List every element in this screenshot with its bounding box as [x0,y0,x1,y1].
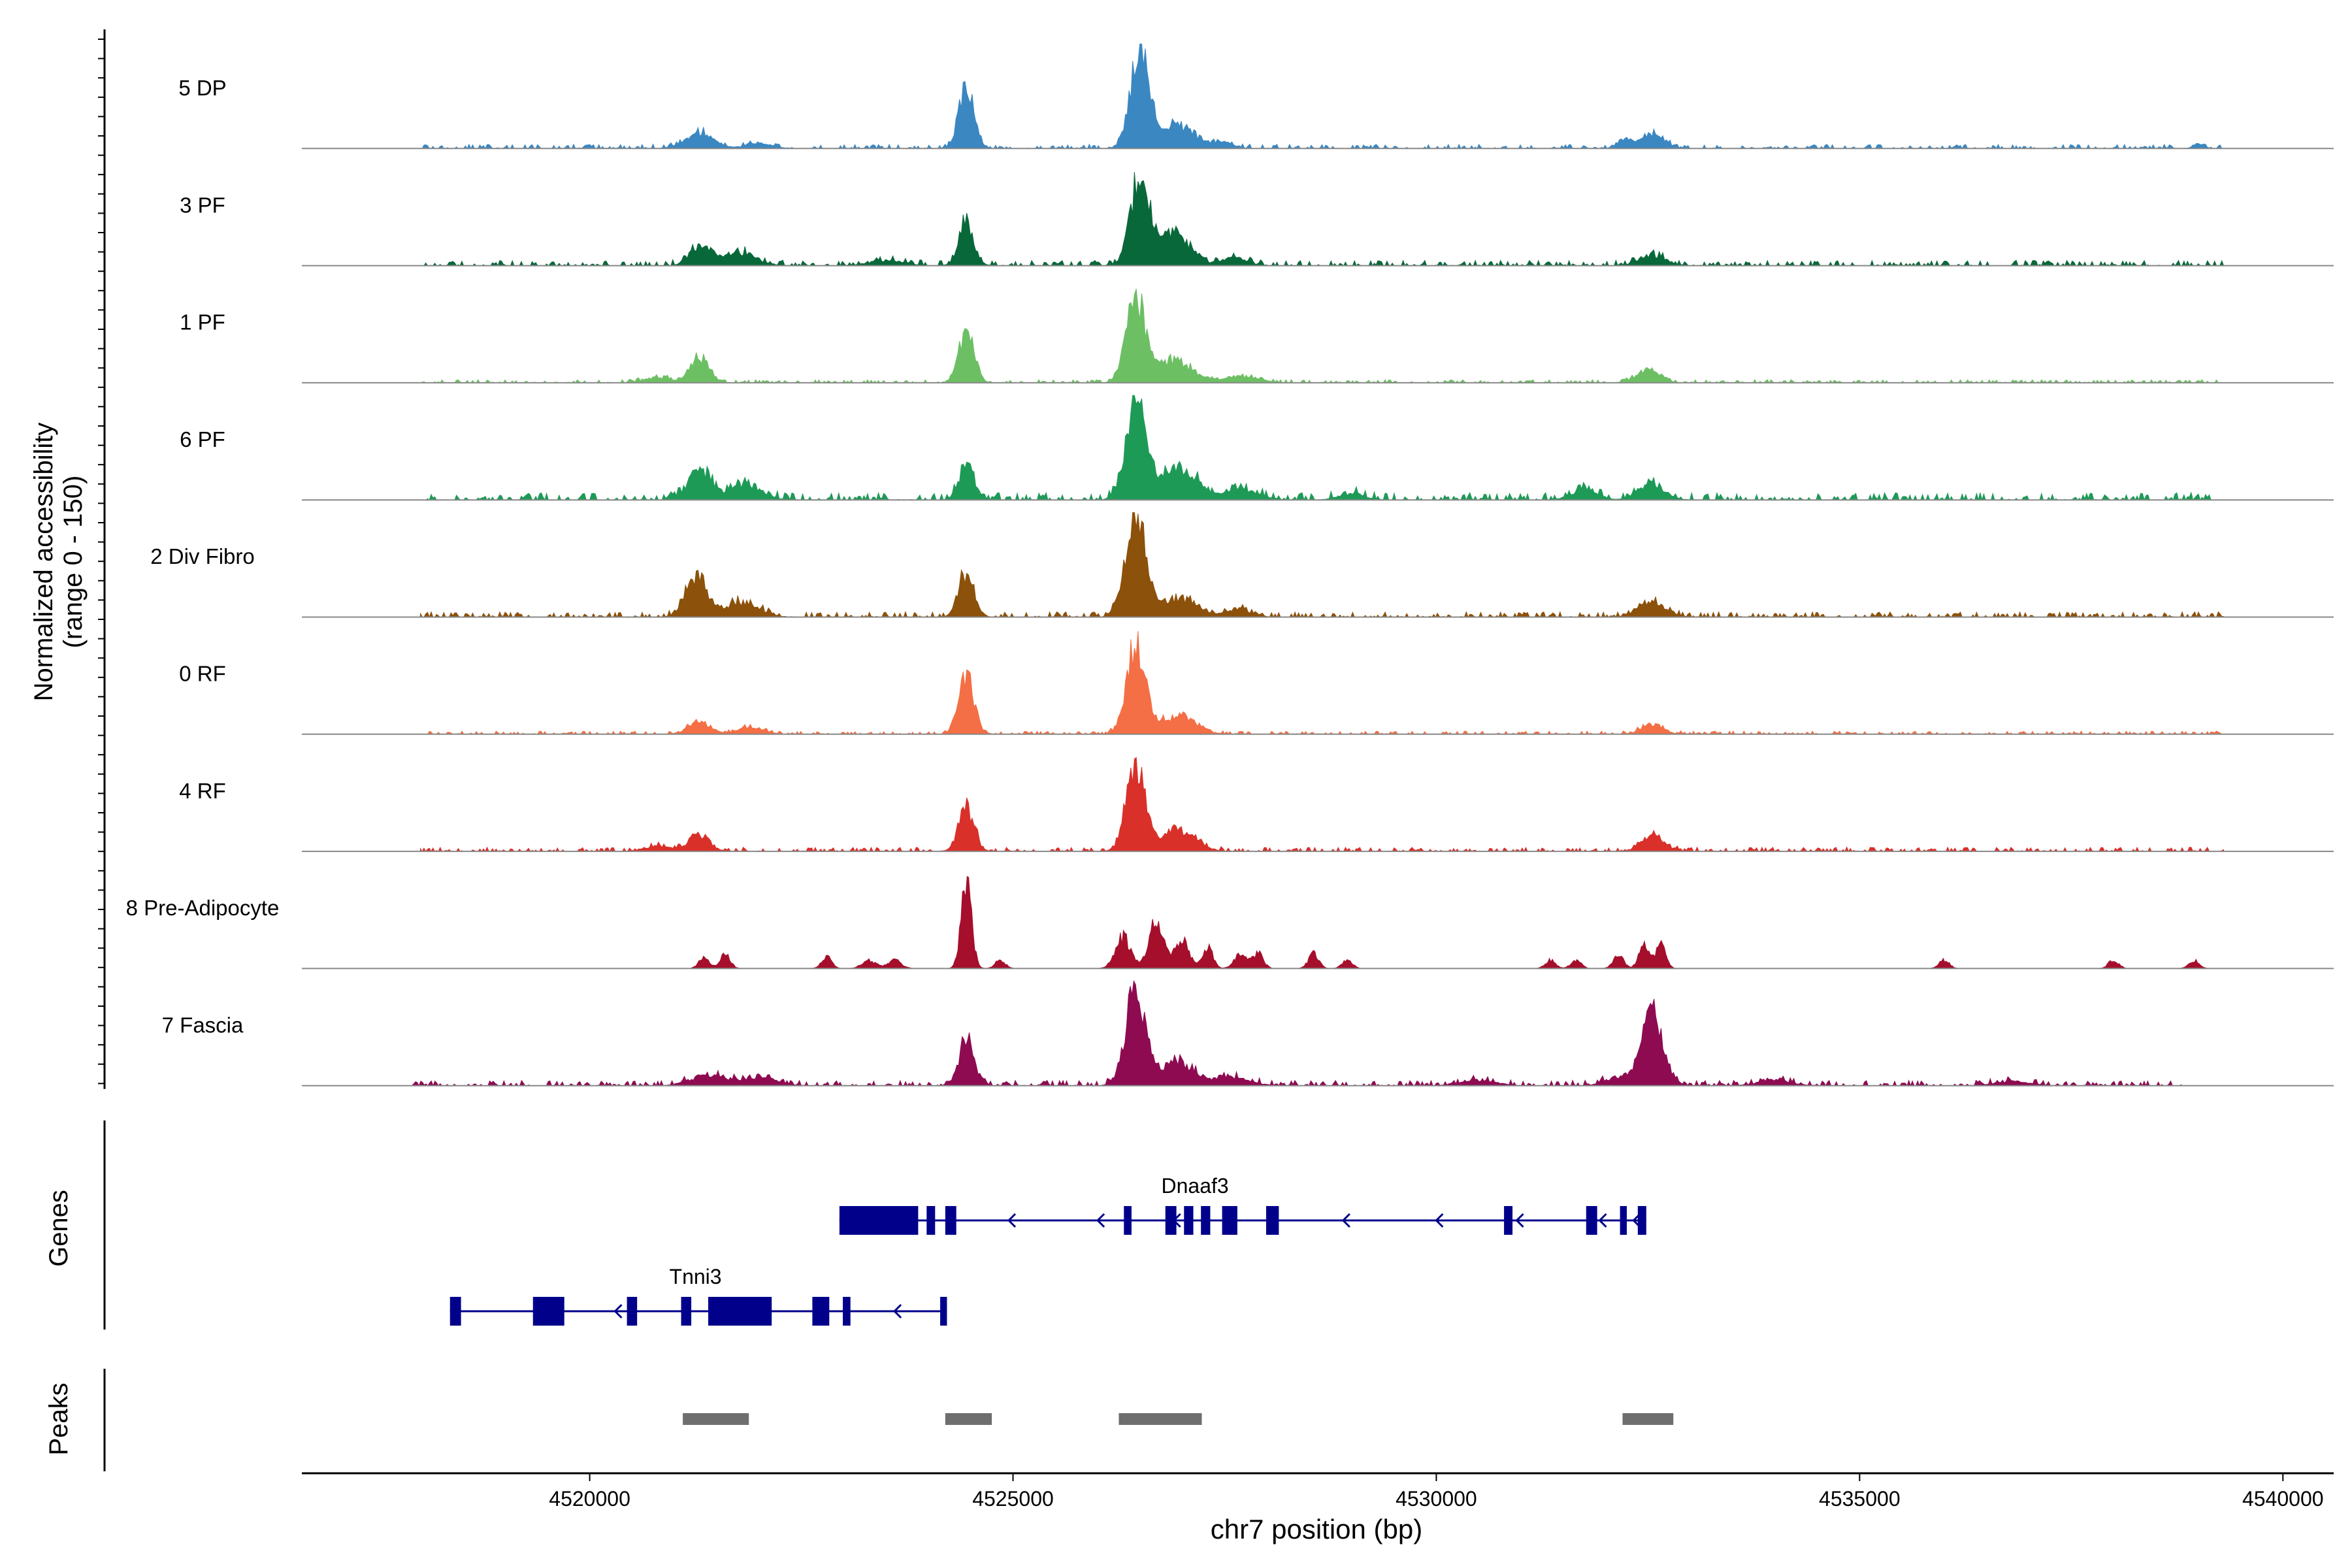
x-tick-label: 4540000 [2242,1487,2324,1511]
gene-exon [1222,1206,1237,1235]
peak-region [1622,1413,1674,1425]
x-tick-label: 4525000 [972,1487,1054,1511]
gene-exon [945,1206,956,1235]
strand-arrow [892,1303,902,1319]
gene-exon [449,1297,461,1326]
coverage-track: 8 Pre-Adipocyte [126,875,2334,970]
gene-exon [1504,1206,1513,1235]
track-label: 1 PF [180,310,225,335]
coverage-track: 0 RF [179,630,2334,735]
coverage-area [419,289,2224,384]
peak-track [683,1413,1674,1425]
gene-track: Dnaaf3 Tnni3 [449,1174,1646,1326]
coverage-area [419,757,2224,853]
strand-arrow [1172,1213,1181,1228]
strand-arrow [1435,1213,1444,1228]
coverage-track: 2 Div Fibro [150,512,2334,619]
gene-exon [681,1297,692,1326]
track-label: 3 PF [180,193,225,217]
strand-arrow [1515,1213,1524,1228]
peak-region [683,1413,749,1425]
coverage-area [420,172,2225,267]
gene-exon [1124,1206,1132,1235]
strand-arrow [533,1303,542,1319]
coverage-area [691,875,2224,969]
track-label: 5 DP [178,76,226,100]
gene-model: Tnni3 [449,1265,947,1326]
gene-name: Dnaaf3 [1162,1174,1229,1198]
track-label: 6 PF [180,427,225,451]
track-label: 8 Pre-Adipocyte [126,896,280,920]
gene-exon [532,1297,564,1326]
gene-exon [1637,1206,1646,1235]
coverage-track: 4 RF [179,757,2334,853]
strand-arrow [1341,1213,1350,1228]
coverage-tracks: 5 DP 3 PF 1 PF 6 PF 2 Div Fibro 0 RF 4 RF 8 Pre… [126,43,2334,1087]
track-label: 0 RF [179,662,226,686]
coverage-track: 7 Fascia [162,980,2334,1087]
x-axis: 4520000 4525000 4530000 4535000 4540000 [302,1472,2334,1511]
strand-arrow [1007,1213,1017,1228]
coverage-track: 3 PF [180,172,2334,267]
strand-arrow [1598,1213,1607,1228]
peak-region [945,1413,992,1425]
x-tick-label: 4535000 [1819,1487,1901,1511]
gene-model: Dnaaf3 [839,1174,1646,1235]
coverage-track: 1 PF [180,289,2334,384]
gene-exon [627,1297,638,1326]
coverage-area [419,512,2224,619]
gene-exon [1586,1206,1597,1235]
gene-exon [812,1297,830,1326]
y-axis-title-line1: Normalized accessibility [29,423,58,702]
peak-region [1119,1413,1202,1425]
gene-exon [926,1206,936,1235]
coverage-track: 5 DP [178,43,2334,150]
track-label: 7 Fascia [162,1013,244,1037]
coverage-area [420,43,2224,150]
x-axis-title: chr7 position (bp) [1211,1514,1423,1544]
gene-exon [1620,1206,1627,1235]
coverage-area [420,630,2224,735]
gene-exon [1165,1206,1177,1235]
coverage-area [411,980,2182,1087]
genes-track-label: Genes [44,1190,73,1267]
gene-exon [1266,1206,1279,1235]
gene-exon [839,1206,919,1235]
strand-arrow [1632,1213,1641,1228]
gene-exon [1201,1206,1211,1235]
y-axis-title-line2: (range 0 - 150) [59,476,88,649]
gene-exon [1184,1206,1194,1235]
track-label: 4 RF [179,779,226,803]
coverage-track: 6 PF [180,395,2334,502]
track-label: 2 Div Fibro [150,544,255,568]
peaks-track-label: Peaks [44,1382,73,1455]
x-tick-label: 4520000 [549,1487,630,1511]
left-axes [98,29,106,1471]
strand-arrow [1096,1213,1105,1228]
gene-exon [843,1297,851,1326]
strand-arrow [613,1303,623,1319]
gene-name: Tnni3 [670,1265,722,1288]
coverage-area [420,395,2224,502]
x-tick-label: 4530000 [1396,1487,1477,1511]
gene-exon [708,1297,772,1326]
gene-exon [940,1297,947,1326]
